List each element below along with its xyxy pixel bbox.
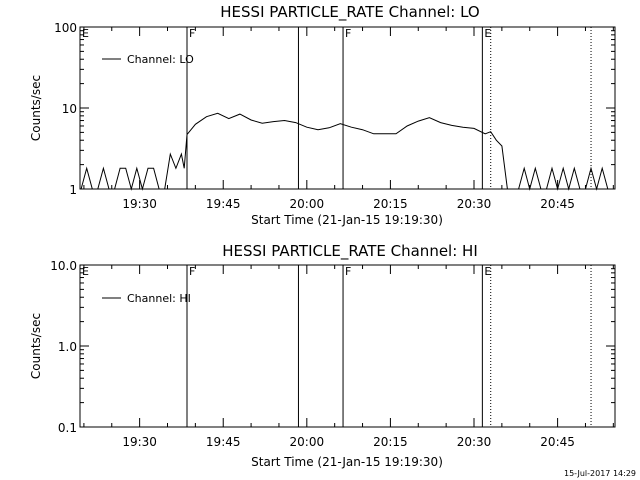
y-tick-label: 1 bbox=[69, 183, 77, 197]
x-axis-label-hi: Start Time (21-Jan-15 19:19:30) bbox=[251, 455, 443, 469]
chart-title-lo: HESSI PARTICLE_RATE Channel: LO bbox=[220, 3, 479, 22]
event-marker-label: E bbox=[82, 265, 89, 278]
x-tick-label: 20:00 bbox=[290, 197, 325, 211]
y-axis-hi: 0.1 1.0 10.0 bbox=[50, 259, 615, 435]
y-tick-label: 1.0 bbox=[58, 340, 77, 354]
x-tick-label: 20:15 bbox=[373, 197, 408, 211]
y-axis-lo: 1 10 100 bbox=[54, 21, 615, 197]
timestamp: 15-Jul-2017 14:29 bbox=[564, 469, 636, 478]
legend-label-hi: Channel: HI bbox=[127, 292, 191, 305]
x-tick-label: 19:30 bbox=[122, 435, 157, 449]
y-tick-label: 0.1 bbox=[58, 421, 77, 435]
x-axis-label-lo: Start Time (21-Jan-15 19:19:30) bbox=[251, 213, 443, 227]
panel-hi: HESSI PARTICLE_RATE Channel: HI E F F E 0.1… bbox=[29, 242, 616, 469]
x-tick-label: 19:30 bbox=[122, 197, 157, 211]
event-marker-label: F bbox=[345, 265, 351, 278]
series-lo bbox=[80, 112, 614, 191]
x-axis-hi: 19:30 19:45 20:00 20:15 20:30 20:45 bbox=[83, 265, 614, 449]
legend-hi: Channel: HI bbox=[102, 292, 191, 305]
x-tick-label: 20:15 bbox=[373, 435, 408, 449]
legend-lo: Channel: LO bbox=[102, 53, 194, 66]
y-tick-label: 10 bbox=[62, 102, 77, 116]
series-line bbox=[80, 112, 614, 191]
plot-frame-lo bbox=[79, 26, 616, 190]
x-tick-label: 20:00 bbox=[290, 435, 325, 449]
y-tick-label: 10.0 bbox=[50, 259, 77, 273]
event-marker-label: E bbox=[82, 27, 89, 40]
event-marker-label: E bbox=[484, 27, 491, 40]
y-tick-label: 100 bbox=[54, 21, 77, 35]
x-tick-label: 20:45 bbox=[540, 435, 575, 449]
plot-frame-hi bbox=[79, 264, 616, 428]
y-axis-label-lo: Counts/sec bbox=[29, 75, 43, 141]
chart-title-hi: HESSI PARTICLE_RATE Channel: HI bbox=[222, 242, 478, 261]
x-axis-lo: 19:30 19:45 20:00 20:15 20:30 20:45 bbox=[83, 27, 614, 211]
x-tick-label: 20:45 bbox=[540, 197, 575, 211]
x-tick-label: 20:30 bbox=[457, 197, 492, 211]
event-marker-label: F bbox=[345, 27, 351, 40]
event-marker-label: F bbox=[189, 265, 195, 278]
x-tick-label: 19:45 bbox=[206, 197, 241, 211]
x-tick-label: 20:30 bbox=[457, 435, 492, 449]
event-marker-label: E bbox=[484, 265, 491, 278]
legend-label-lo: Channel: LO bbox=[127, 53, 194, 66]
event-marker-label: F bbox=[189, 27, 195, 40]
x-tick-label: 19:45 bbox=[206, 435, 241, 449]
y-axis-label-hi: Counts/sec bbox=[29, 313, 43, 379]
panel-lo: HESSI PARTICLE_RATE Channel: LO E F F E 1 10… bbox=[29, 3, 616, 227]
